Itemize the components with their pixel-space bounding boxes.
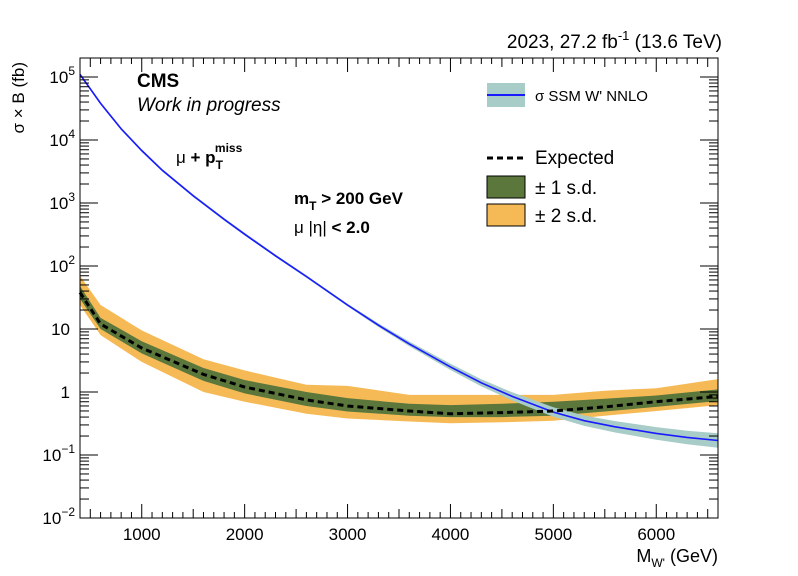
legend-band1-swatch xyxy=(486,175,526,199)
y-tick-label: 103 xyxy=(49,190,75,213)
legend-band2-label: ± 2 s.d. xyxy=(535,206,597,227)
legend: σ SSM W' NNLO Expected ± 1 s.d. ± 2 s.d. xyxy=(486,83,648,227)
x-axis-title: MW' (GeV) xyxy=(636,546,718,570)
band-1sd-layer xyxy=(80,286,718,418)
expected-layer xyxy=(78,291,719,416)
legend-expected-label: Expected xyxy=(535,148,614,169)
y-axis-title: σ × B (fb) xyxy=(9,62,28,133)
cms-label: CMS xyxy=(137,71,179,92)
theory-line xyxy=(79,73,719,442)
eta-cut-label: μ |η| < 2.0 xyxy=(294,218,370,237)
channel-label: μ + pTmiss xyxy=(176,141,243,172)
band-1sd xyxy=(80,286,718,418)
x-axis-ticks: 1000 2000 3000 4000 5000 6000 xyxy=(89,58,709,544)
x-tick-label: 1000 xyxy=(123,525,161,544)
x-tick-label: 3000 xyxy=(329,525,367,544)
legend-theory-label: σ SSM W' NNLO xyxy=(535,88,648,105)
x-tick-label: 2000 xyxy=(226,525,264,544)
theory-layer xyxy=(79,73,719,448)
plot-area xyxy=(80,58,718,518)
legend-band2-swatch xyxy=(486,203,526,227)
y-tick-label: 10−2 xyxy=(42,505,75,528)
legend-band1-label: ± 1 s.d. xyxy=(535,178,597,199)
x-tick-label: 5000 xyxy=(534,525,572,544)
x-tick-label: 4000 xyxy=(432,525,470,544)
lumi-label: 2023, 27.2 fb-1 (13.6 TeV) xyxy=(507,28,722,53)
work-in-progress-label: Work in progress xyxy=(137,95,281,116)
y-tick-label: 105 xyxy=(49,64,75,87)
y-tick-label: 10−1 xyxy=(42,442,75,465)
y-tick-label: 102 xyxy=(49,253,75,276)
y-tick-label: 10 xyxy=(51,320,70,339)
mt-cut-label: mT > 200 GeV xyxy=(294,189,404,213)
expected-line xyxy=(78,291,719,416)
y-tick-label: 104 xyxy=(49,127,75,150)
y-tick-label: 1 xyxy=(61,383,70,402)
x-tick-label: 6000 xyxy=(637,525,675,544)
